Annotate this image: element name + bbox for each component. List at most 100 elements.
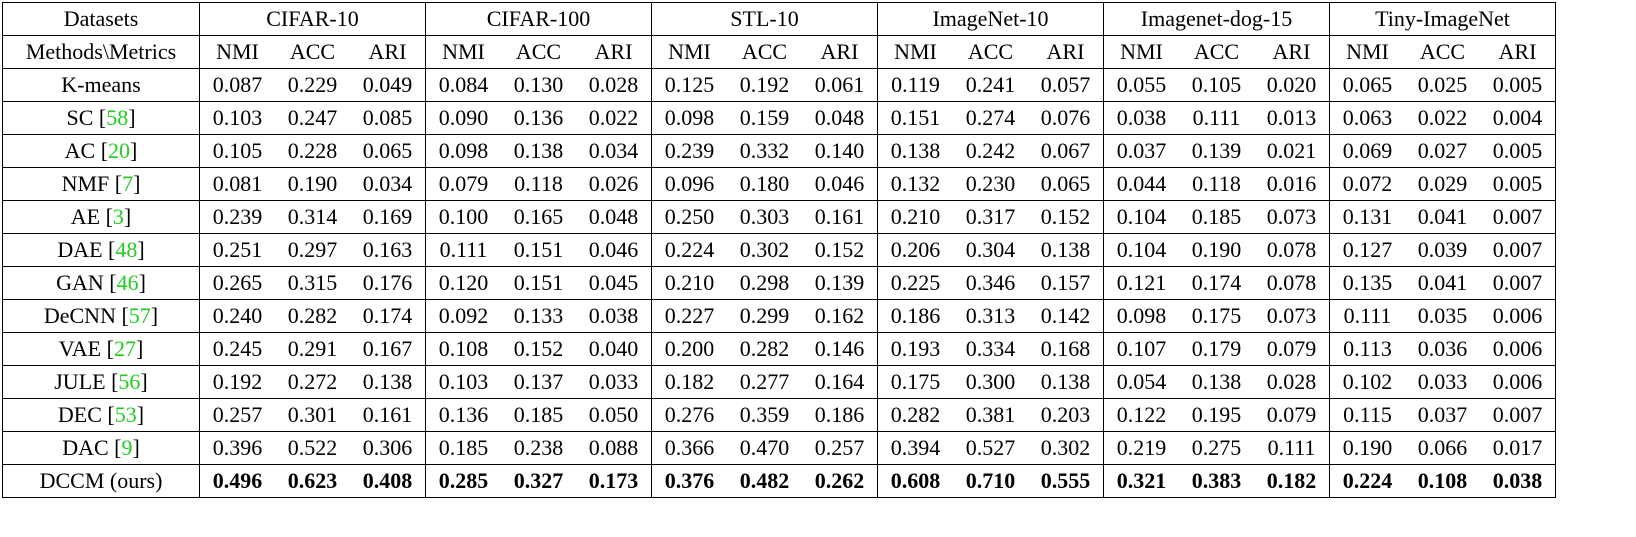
value-cell: 0.228 <box>275 134 350 168</box>
value-cell: 0.224 <box>1329 464 1405 498</box>
value-cell: 0.108 <box>425 332 501 366</box>
method-name: DAE <box>57 237 103 262</box>
value-cell: 0.210 <box>877 200 953 234</box>
value-cell: 0.376 <box>651 464 727 498</box>
value-cell: 0.081 <box>199 167 275 201</box>
bracket: [ <box>109 270 117 295</box>
value-cell: 0.381 <box>953 398 1028 432</box>
value-cell: 0.298 <box>727 266 802 300</box>
bracket: ] <box>150 303 159 328</box>
value-cell: 0.038 <box>1103 101 1179 135</box>
value-cell: 0.130 <box>501 68 576 102</box>
data-row: DCCM (ours) 0.496 0.623 0.408 0.285 0.327 0.17… <box>2 464 1556 498</box>
value-cell: 0.174 <box>350 299 426 333</box>
value-cell: 0.182 <box>1254 464 1330 498</box>
method-cell: DCCM (ours) <box>2 464 200 498</box>
metric-header: ACC <box>275 35 350 69</box>
metric-header: ACC <box>1405 35 1480 69</box>
value-cell: 0.164 <box>802 365 878 399</box>
value-cell: 0.078 <box>1254 233 1330 267</box>
value-cell: 0.119 <box>877 68 953 102</box>
value-cell: 0.092 <box>425 299 501 333</box>
value-cell: 0.313 <box>953 299 1028 333</box>
value-cell: 0.115 <box>1329 398 1405 432</box>
citation: 27 <box>113 336 136 361</box>
data-row: DeCNN [57] 0.240 0.282 0.174 0.092 0.133 0.038… <box>2 299 1556 333</box>
value-cell: 0.103 <box>425 365 501 399</box>
value-cell: 0.041 <box>1405 200 1480 234</box>
value-cell: 0.192 <box>199 365 275 399</box>
value-cell: 0.162 <box>802 299 878 333</box>
value-cell: 0.027 <box>1405 134 1480 168</box>
method-name: K-means <box>61 72 141 97</box>
value-cell: 0.005 <box>1480 167 1556 201</box>
metric-header: NMI <box>1103 35 1179 69</box>
data-row: VAE [27] 0.245 0.291 0.167 0.108 0.152 0.040 0.… <box>2 332 1556 366</box>
value-cell: 0.276 <box>651 398 727 432</box>
value-cell: 0.169 <box>350 200 426 234</box>
value-cell: 0.118 <box>1179 167 1254 201</box>
value-cell: 0.065 <box>1329 68 1405 102</box>
value-cell: 0.111 <box>1179 101 1254 135</box>
value-cell: 0.315 <box>275 266 350 300</box>
data-row: DEC [53] 0.257 0.301 0.161 0.136 0.185 0.050 0.… <box>2 398 1556 432</box>
value-cell: 0.061 <box>802 68 878 102</box>
bracket: ] <box>132 435 140 460</box>
bracket: [ <box>121 303 129 328</box>
value-cell: 0.291 <box>275 332 350 366</box>
value-cell: 0.239 <box>651 134 727 168</box>
value-cell: 0.108 <box>1405 464 1480 498</box>
value-cell: 0.133 <box>501 299 576 333</box>
value-cell: 0.016 <box>1254 167 1330 201</box>
dataset-header: CIFAR-100 <box>425 2 652 36</box>
header-row: Datasets CIFAR-10 CIFAR-100 STL-10 ImageNet-… <box>2 2 1556 36</box>
value-cell: 0.046 <box>802 167 878 201</box>
value-cell: 0.007 <box>1480 233 1556 267</box>
value-cell: 0.408 <box>350 464 426 498</box>
value-cell: 0.103 <box>199 101 275 135</box>
value-cell: 0.165 <box>501 200 576 234</box>
value-cell: 0.159 <box>727 101 802 135</box>
dataset-header: STL-10 <box>651 2 878 36</box>
value-cell: 0.302 <box>727 233 802 267</box>
value-cell: 0.045 <box>576 266 652 300</box>
value-cell: 0.090 <box>425 101 501 135</box>
value-cell: 0.046 <box>576 233 652 267</box>
data-row: NMF [7] 0.081 0.190 0.034 0.079 0.118 0.026 0.0… <box>2 167 1556 201</box>
value-cell: 0.025 <box>1405 68 1480 102</box>
value-cell: 0.306 <box>350 431 426 465</box>
value-cell: 0.285 <box>425 464 501 498</box>
value-cell: 0.334 <box>953 332 1028 366</box>
value-cell: 0.167 <box>350 332 426 366</box>
value-cell: 0.241 <box>953 68 1028 102</box>
value-cell: 0.239 <box>199 200 275 234</box>
bracket: [ <box>111 369 119 394</box>
value-cell: 0.277 <box>727 365 802 399</box>
bracket: ] <box>128 105 136 130</box>
method-cell: AE [3] <box>2 200 200 234</box>
value-cell: 0.076 <box>1028 101 1104 135</box>
value-cell: 0.317 <box>953 200 1028 234</box>
value-cell: 0.098 <box>425 134 501 168</box>
method-cell: VAE [27] <box>2 332 200 366</box>
value-cell: 0.038 <box>576 299 652 333</box>
metric-header: NMI <box>199 35 275 69</box>
value-cell: 0.105 <box>199 134 275 168</box>
value-cell: 0.173 <box>576 464 652 498</box>
method-cell: GAN [46] <box>2 266 200 300</box>
data-row: GAN [46] 0.265 0.315 0.176 0.120 0.151 0.045 0.… <box>2 266 1556 300</box>
value-cell: 0.359 <box>727 398 802 432</box>
value-cell: 0.265 <box>199 266 275 300</box>
value-cell: 0.065 <box>350 134 426 168</box>
value-cell: 0.006 <box>1480 365 1556 399</box>
value-cell: 0.013 <box>1254 101 1330 135</box>
bracket: [ <box>107 402 115 427</box>
value-cell: 0.085 <box>350 101 426 135</box>
value-cell: 0.527 <box>953 431 1028 465</box>
value-cell: 0.050 <box>576 398 652 432</box>
value-cell: 0.470 <box>727 431 802 465</box>
value-cell: 0.088 <box>576 431 652 465</box>
value-cell: 0.332 <box>727 134 802 168</box>
value-cell: 0.111 <box>425 233 501 267</box>
